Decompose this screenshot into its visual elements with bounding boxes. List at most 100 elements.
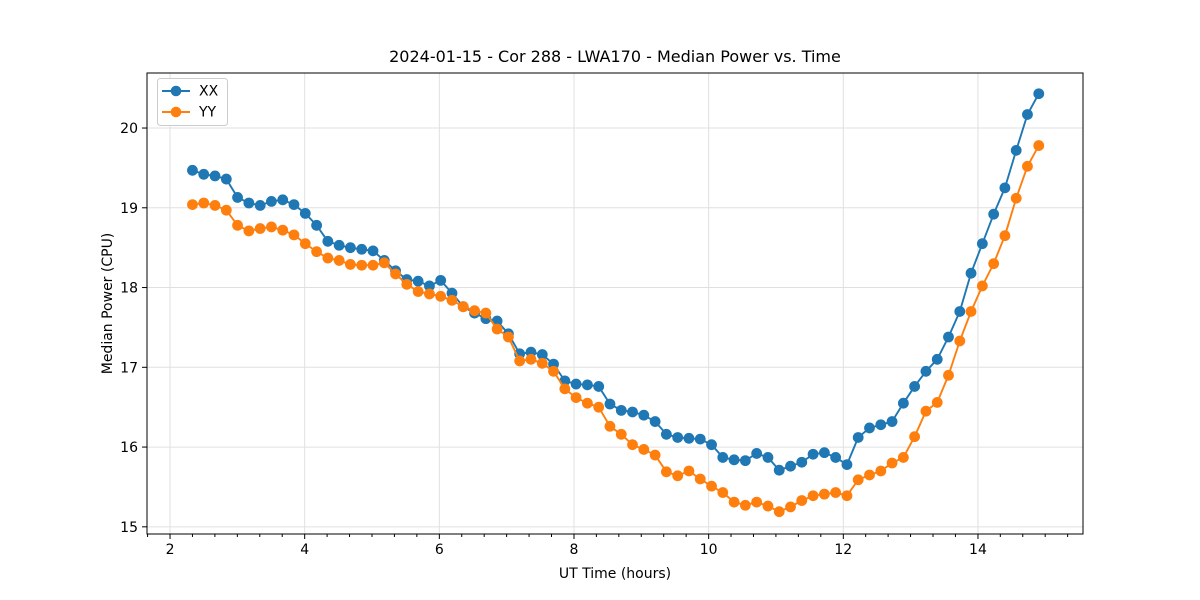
data-point-yy (830, 487, 842, 498)
y-tick-label: 18 (120, 281, 138, 297)
data-point-yy (367, 259, 379, 271)
legend-marker-yy-icon (170, 106, 182, 118)
data-point-yy (232, 219, 243, 231)
data-point-yy (457, 301, 469, 313)
data-point-xx (875, 419, 887, 431)
data-point-yy (773, 506, 785, 518)
data-point-xx (886, 416, 898, 427)
legend: XX YY (157, 78, 228, 126)
data-point-yy (954, 335, 966, 347)
data-point-yy (514, 355, 526, 367)
data-point-xx (424, 280, 435, 292)
data-point-yy (243, 225, 255, 237)
data-point-xx (536, 349, 548, 360)
data-point-yy (728, 496, 740, 508)
data-point-yy (277, 224, 289, 236)
data-point-yy (864, 469, 875, 481)
data-point-xx (807, 448, 819, 460)
data-point-yy (412, 286, 424, 297)
data-point-xx (232, 192, 243, 203)
data-point-yy (920, 405, 932, 417)
data-point-yy (311, 246, 323, 258)
data-point-yy (491, 323, 503, 335)
data-point-xx (841, 459, 853, 471)
data-point-yy (988, 258, 1000, 270)
data-point-yy (503, 331, 514, 343)
data-point-xx (954, 306, 966, 317)
x-tick-label: 6 (435, 542, 444, 558)
data-point-yy (706, 480, 717, 492)
data-point-xx (976, 238, 988, 250)
data-point-yy (649, 449, 661, 461)
data-point-yy (536, 357, 548, 369)
data-point-xx (243, 197, 255, 209)
data-point-xx (649, 416, 661, 427)
data-point-xx (254, 199, 266, 211)
data-point-xx (683, 432, 695, 444)
data-point-xx (198, 168, 210, 180)
data-point-xx (694, 433, 706, 445)
legend-label-yy: YY (198, 105, 217, 121)
data-point-yy (931, 396, 943, 408)
data-point-xx (627, 406, 638, 418)
data-point-yy (999, 230, 1011, 242)
data-point-yy (209, 199, 221, 211)
data-point-yy (762, 500, 774, 512)
gridlines (147, 73, 1083, 534)
data-point-xx (943, 331, 954, 343)
data-point-xx (1010, 144, 1022, 156)
data-point-xx (660, 428, 672, 440)
data-point-xx (672, 432, 684, 443)
data-point-yy (559, 383, 571, 395)
data-point-yy (660, 466, 672, 478)
data-point-yy (965, 306, 977, 317)
data-point-xx (344, 242, 356, 254)
data-point-yy (299, 238, 311, 250)
data-point-yy (401, 278, 413, 290)
data-point-yy (1022, 160, 1033, 172)
legend-item-yy: YY (162, 105, 217, 121)
data-point-yy (683, 465, 695, 477)
x-tick-label: 2 (166, 542, 175, 558)
data-series (187, 88, 1045, 518)
data-point-xx (277, 194, 289, 206)
x-tick-label: 14 (969, 542, 987, 558)
data-point-yy (672, 470, 684, 482)
data-point-yy (1033, 140, 1045, 151)
data-point-yy (469, 305, 480, 317)
data-point-yy (446, 294, 458, 306)
data-point-xx (615, 404, 627, 416)
legend-label-xx: XX (199, 84, 219, 100)
data-point-yy (785, 501, 796, 513)
data-point-xx (999, 182, 1011, 194)
data-point-yy (525, 353, 537, 365)
data-point-xx (897, 397, 909, 409)
data-point-yy (694, 473, 706, 485)
data-point-xx (1022, 109, 1033, 120)
data-point-yy (548, 365, 559, 377)
data-point-xx (818, 447, 830, 459)
x-tick-label: 8 (570, 542, 579, 558)
data-point-yy (344, 259, 356, 270)
data-point-yy (818, 488, 830, 500)
x-axis-label: UT Time (hours) (559, 566, 671, 582)
data-point-xx (220, 173, 232, 185)
data-point-xx (965, 267, 977, 279)
data-point-xx (909, 381, 921, 392)
data-point-xx (920, 365, 932, 377)
data-point-xx (762, 452, 774, 463)
legend-item-xx: XX (162, 84, 219, 100)
x-tick-label: 4 (300, 542, 309, 558)
data-point-xx (322, 235, 334, 247)
data-point-xx (931, 353, 943, 365)
data-point-yy (739, 499, 751, 511)
data-point-yy (751, 496, 763, 508)
data-point-xx (773, 464, 785, 476)
data-point-yy (897, 452, 909, 463)
data-point-yy (909, 431, 921, 443)
data-point-xx (435, 274, 447, 286)
data-point-xx (751, 448, 763, 459)
legend-marker-xx-icon (170, 85, 182, 97)
